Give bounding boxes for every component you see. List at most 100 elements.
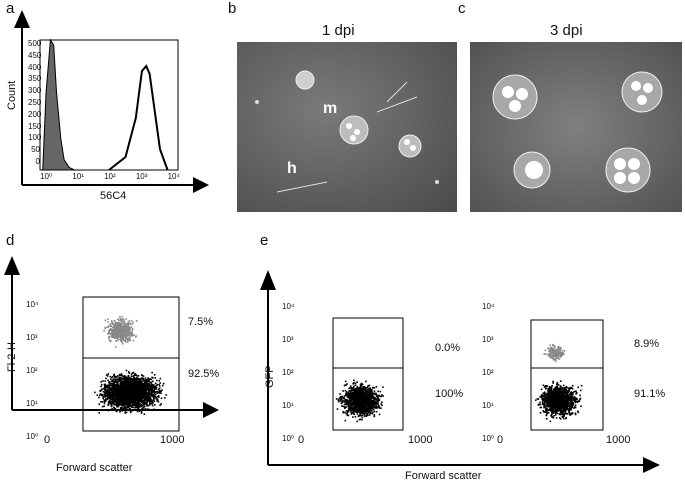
scatter-point	[132, 383, 134, 385]
scatter-point	[142, 378, 145, 381]
scatter-point	[381, 404, 383, 407]
scatter-point	[352, 411, 354, 414]
scatter-point	[135, 378, 137, 381]
scatter-point	[129, 383, 132, 386]
scatter-point	[158, 391, 160, 393]
scatter-point	[130, 375, 133, 378]
scatter-point	[131, 378, 133, 380]
scatter-point	[371, 412, 373, 415]
scatter-point	[352, 395, 354, 398]
scatter-point	[363, 398, 365, 401]
scatter-point	[152, 393, 155, 396]
scatter-point	[146, 401, 148, 403]
scatter-point	[144, 381, 147, 383]
scatter-point	[157, 388, 160, 391]
scatter-point	[157, 396, 160, 399]
scatter-point	[118, 398, 120, 400]
scatter-point	[120, 386, 122, 388]
scatter-point	[121, 401, 123, 403]
scatter-point	[105, 391, 107, 393]
scatter-point	[362, 406, 364, 409]
scatter-point	[349, 387, 351, 389]
scatter-point	[344, 394, 347, 397]
scatter-point	[142, 397, 144, 400]
scatter-point	[119, 335, 122, 338]
scatter-point	[138, 400, 140, 403]
scatter-point	[360, 401, 362, 403]
scatter-point	[119, 407, 122, 409]
scatter-point	[115, 337, 118, 339]
scatter-point	[132, 387, 134, 389]
scatter-point	[134, 336, 137, 338]
scatter-point	[155, 385, 157, 387]
scatter-point	[112, 333, 114, 335]
scatter-point	[127, 339, 130, 342]
scatter-point	[352, 389, 354, 391]
scatter-point	[352, 387, 355, 390]
scatter-point	[349, 405, 352, 407]
scatter-point	[131, 397, 134, 399]
scatter-point	[144, 405, 146, 408]
scatter-point	[362, 409, 365, 411]
scatter-point	[554, 388, 556, 390]
scatter-point	[129, 339, 132, 342]
scatter-point	[121, 334, 124, 337]
scatter-point	[107, 386, 110, 389]
scatter-point	[105, 395, 107, 397]
scatter-point	[117, 327, 120, 329]
scatter-point	[143, 393, 145, 395]
scatter-point	[364, 401, 366, 404]
scatter-point	[345, 412, 347, 415]
scatter-point	[104, 327, 107, 330]
scatter-point	[116, 399, 118, 402]
scatter-point	[115, 376, 117, 378]
scatter-point	[119, 334, 122, 336]
scatter-point	[125, 326, 128, 329]
scatter-point	[121, 384, 123, 386]
scatter-point	[121, 341, 123, 343]
scatter-point	[545, 407, 547, 410]
scatter-point	[145, 390, 147, 393]
scatter-point	[350, 397, 352, 399]
scatter-point	[353, 379, 355, 382]
scatter-point	[120, 400, 122, 403]
scatter-point	[121, 374, 123, 377]
scatter-point	[143, 385, 146, 388]
scatter-point	[125, 324, 128, 326]
scatter-point	[123, 322, 125, 324]
scatter-point	[107, 400, 110, 403]
scatter-point	[106, 391, 109, 394]
scatter-point	[346, 383, 348, 385]
scatter-point	[117, 386, 120, 389]
scatter-point	[368, 410, 370, 413]
scatter-point	[158, 385, 161, 387]
scatter-point	[146, 389, 148, 391]
scatter-point	[112, 393, 114, 395]
scatter-point	[123, 326, 125, 328]
scatter-point	[364, 414, 366, 417]
scatter-point	[114, 346, 117, 348]
scatter-point	[356, 409, 359, 412]
scatter-point	[117, 395, 120, 398]
scatter-point	[103, 330, 105, 332]
scatter-point	[120, 393, 123, 396]
scatter-point	[354, 402, 357, 405]
scatter-point	[127, 384, 129, 386]
scatter-point	[108, 333, 111, 335]
scatter-point	[132, 372, 135, 374]
scatter-point	[151, 392, 153, 395]
scatter-point	[110, 380, 113, 383]
scatter-point	[347, 403, 350, 406]
scatter-point	[101, 405, 104, 408]
scatter-point	[113, 377, 116, 380]
scatter-point	[151, 404, 154, 407]
scatter-point	[565, 408, 568, 411]
scatter-point	[354, 407, 357, 409]
scatter-point	[375, 386, 378, 388]
scatter-point	[128, 382, 131, 384]
scatter-point	[111, 322, 114, 324]
scatter-point	[131, 334, 134, 336]
scatter-point	[130, 398, 133, 400]
scatter-point	[360, 383, 362, 385]
panel-e-xarrow	[643, 457, 660, 473]
